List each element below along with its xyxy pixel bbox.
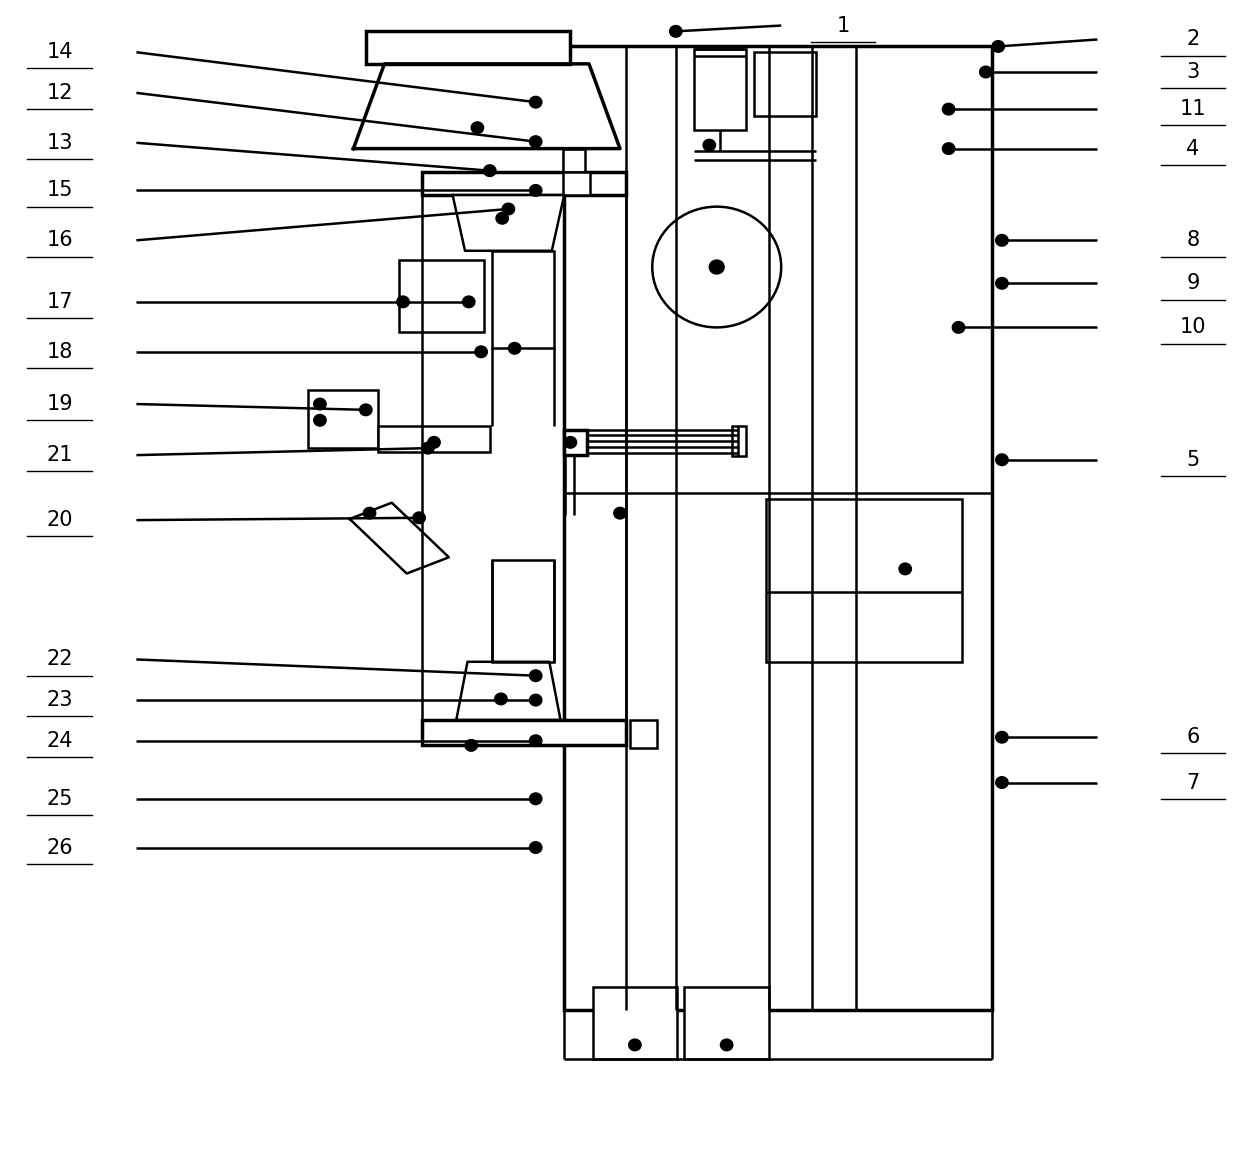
Circle shape [980,66,992,78]
Circle shape [495,693,507,705]
Circle shape [996,277,1008,289]
Circle shape [629,1039,641,1051]
Text: 3: 3 [1187,62,1199,82]
Circle shape [529,694,542,706]
Text: 19: 19 [46,394,73,414]
Circle shape [496,212,508,224]
Text: 22: 22 [46,649,73,670]
Circle shape [314,398,326,410]
Text: 15: 15 [46,180,73,201]
Bar [308,390,378,448]
Bar [593,987,677,1059]
Circle shape [942,103,955,115]
Text: 2: 2 [1187,29,1199,50]
Polygon shape [350,503,449,574]
Text: 18: 18 [46,341,73,362]
Bar [378,426,490,452]
Circle shape [428,437,440,448]
Text: 7: 7 [1187,772,1199,793]
Bar [492,251,554,348]
Circle shape [709,260,724,274]
Circle shape [363,507,376,519]
Circle shape [992,41,1004,52]
Text: 10: 10 [1179,317,1207,338]
Circle shape [652,207,781,327]
Bar [564,430,587,455]
Circle shape [614,507,626,519]
Circle shape [413,512,425,524]
Circle shape [942,143,955,154]
Bar [630,720,657,748]
Circle shape [508,342,521,354]
Circle shape [529,735,542,747]
Text: 14: 14 [46,42,73,63]
Bar [422,720,626,745]
Circle shape [475,346,487,358]
Polygon shape [453,195,564,251]
Circle shape [529,842,542,853]
Bar [366,31,570,64]
Text: 9: 9 [1187,273,1199,294]
Circle shape [564,437,577,448]
Text: 25: 25 [46,788,73,809]
Bar [564,46,992,1010]
Text: 17: 17 [46,291,73,312]
Circle shape [502,203,515,215]
Bar [492,560,554,662]
Circle shape [529,136,542,147]
Text: 8: 8 [1187,230,1199,251]
Bar [754,52,816,116]
Text: 5: 5 [1187,449,1199,470]
Circle shape [529,185,542,196]
Circle shape [703,139,715,151]
Circle shape [484,165,496,176]
Text: 21: 21 [46,445,73,466]
Circle shape [529,670,542,682]
Circle shape [422,442,434,454]
Circle shape [471,122,484,134]
Circle shape [397,296,409,308]
Bar [422,172,626,195]
Circle shape [996,235,1008,246]
Circle shape [360,404,372,416]
Text: 20: 20 [46,510,73,531]
Circle shape [996,777,1008,788]
Text: 23: 23 [46,690,73,711]
Text: 12: 12 [46,82,73,103]
Bar [563,172,590,195]
Bar [766,499,962,662]
Circle shape [952,322,965,333]
Text: 24: 24 [46,730,73,751]
Text: 11: 11 [1179,99,1207,120]
Text: 4: 4 [1187,138,1199,159]
Circle shape [670,26,682,37]
Text: 16: 16 [46,230,73,251]
Bar [694,49,746,130]
Text: 26: 26 [46,837,73,858]
Circle shape [996,731,1008,743]
Text: 13: 13 [46,132,73,153]
Polygon shape [353,64,620,149]
Text: 6: 6 [1187,727,1199,748]
Circle shape [529,96,542,108]
Circle shape [899,563,911,575]
Bar [563,149,585,172]
Text: 1: 1 [837,15,849,36]
Circle shape [465,740,477,751]
Bar [732,426,746,456]
Circle shape [529,793,542,805]
Circle shape [314,414,326,426]
Circle shape [463,296,475,308]
Bar [684,987,769,1059]
Bar [399,260,484,332]
Circle shape [996,454,1008,466]
Circle shape [720,1039,733,1051]
Polygon shape [456,662,560,720]
